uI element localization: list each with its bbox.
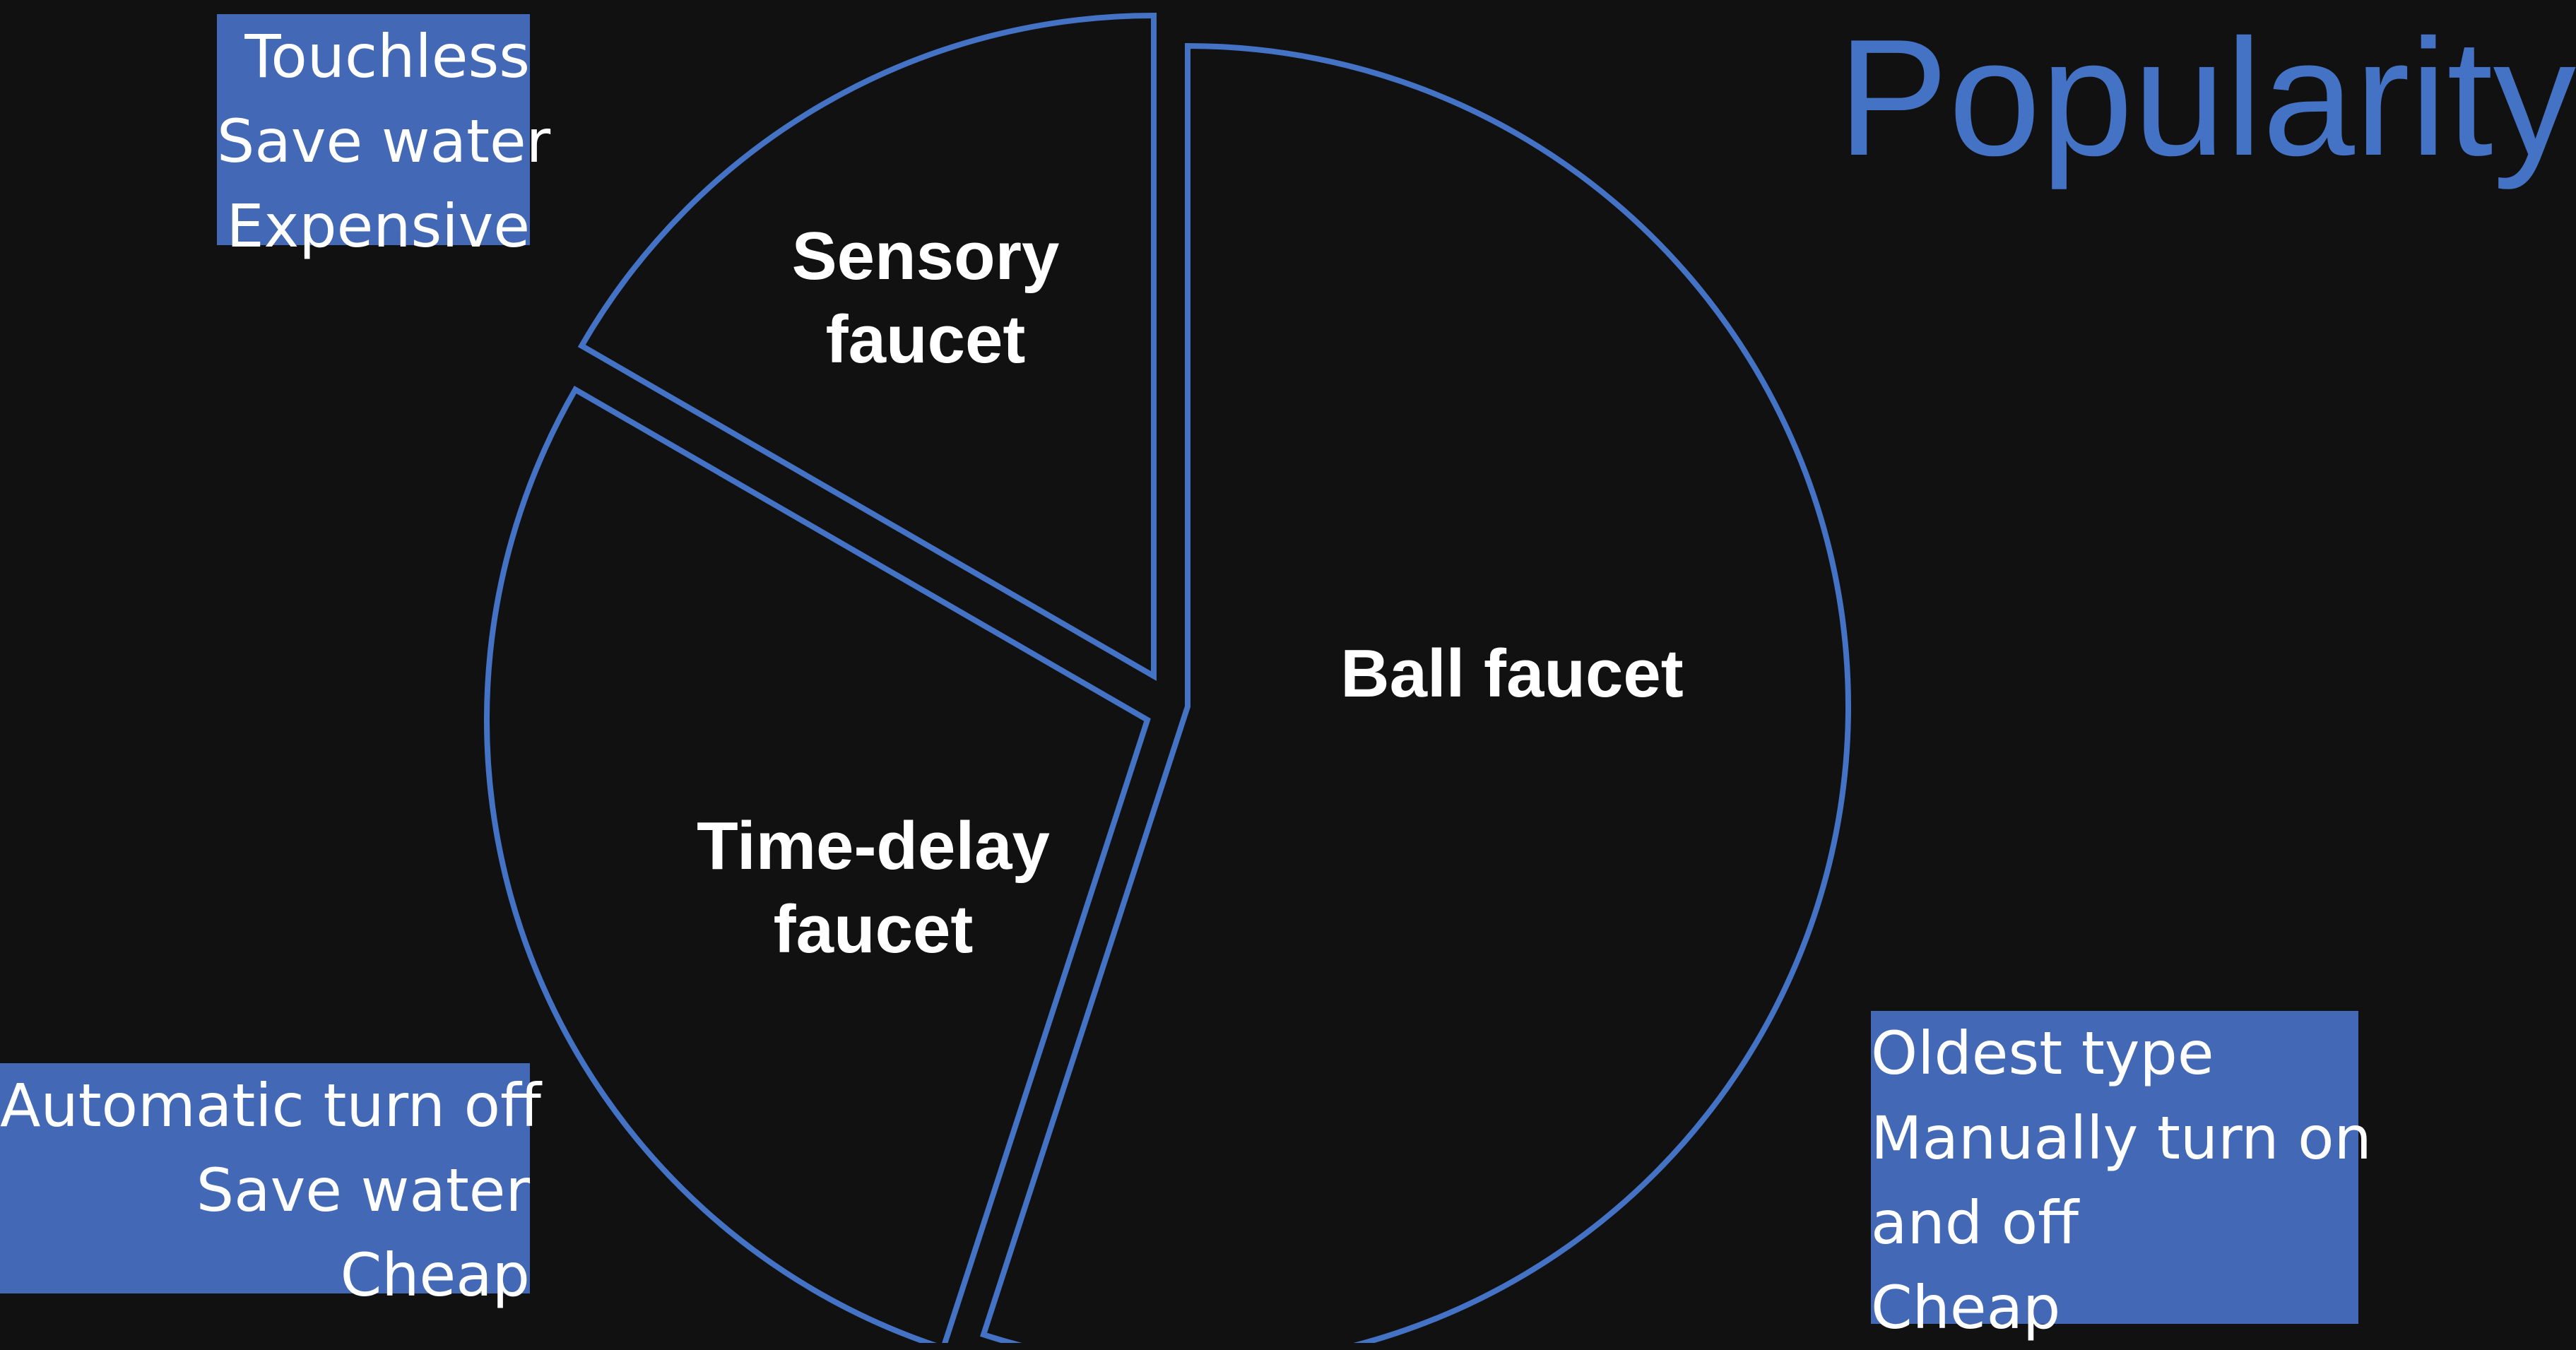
time-delay-note-line: Save water bbox=[196, 1156, 530, 1225]
ball-note-box: Oldest type Manually turn on and off Che… bbox=[1871, 1011, 2372, 1342]
pie-slice-sensory-faucet bbox=[577, 12, 1157, 681]
pie-slice-time-delay-faucet bbox=[484, 386, 1151, 1343]
slice-label-line: Ball faucet bbox=[1340, 636, 1683, 711]
slice-label-line: Sensory bbox=[792, 218, 1060, 294]
slice-label-time-delay-faucet: Time-delay faucet bbox=[697, 808, 1050, 967]
slice-label-ball-faucet: Ball faucet bbox=[1340, 636, 1683, 711]
time-delay-note-line: Automatic turn off bbox=[0, 1071, 541, 1140]
sensory-note-line: Touchless bbox=[244, 22, 530, 91]
sensory-note-line: Save water bbox=[217, 107, 551, 176]
ball-note-line: and off bbox=[1871, 1188, 2079, 1257]
pie-slice-ball-faucet bbox=[980, 42, 1851, 1343]
slice-label-sensory-faucet: Sensory faucet bbox=[792, 218, 1060, 377]
time-delay-note-box: Automatic turn off Save water Cheap bbox=[0, 1063, 541, 1310]
slice-label-line: faucet bbox=[826, 302, 1026, 377]
sensory-note-box: Touchless Save water Expensive bbox=[217, 14, 551, 261]
slice-label-line: faucet bbox=[774, 892, 974, 967]
sensory-note-line: Expensive bbox=[226, 191, 530, 261]
ball-note-line: Manually turn on bbox=[1871, 1103, 2372, 1173]
ball-note-line: Cheap bbox=[1871, 1273, 2061, 1342]
time-delay-note-line: Cheap bbox=[340, 1241, 530, 1310]
chart-title: Popularity bbox=[1838, 4, 2576, 190]
slice-label-line: Time-delay bbox=[697, 808, 1050, 884]
ball-note-line: Oldest type bbox=[1871, 1019, 2214, 1088]
